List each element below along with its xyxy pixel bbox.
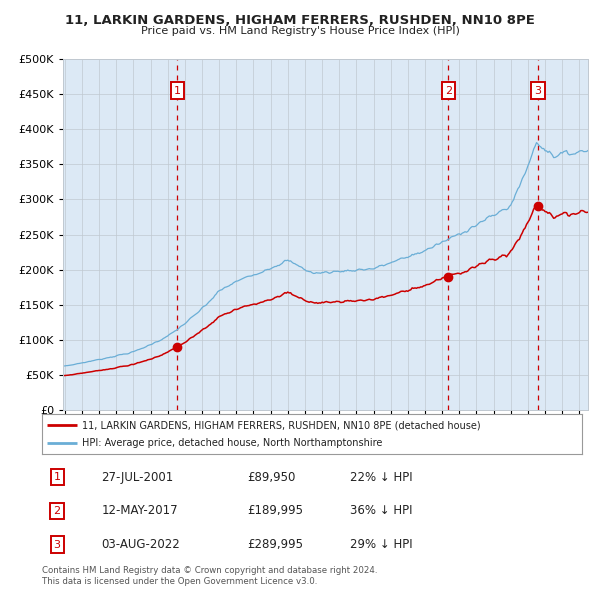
Text: 11, LARKIN GARDENS, HIGHAM FERRERS, RUSHDEN, NN10 8PE: 11, LARKIN GARDENS, HIGHAM FERRERS, RUSH…: [65, 14, 535, 27]
Text: 1: 1: [174, 86, 181, 96]
Text: 11, LARKIN GARDENS, HIGHAM FERRERS, RUSHDEN, NN10 8PE (detached house): 11, LARKIN GARDENS, HIGHAM FERRERS, RUSH…: [83, 420, 481, 430]
Text: HPI: Average price, detached house, North Northamptonshire: HPI: Average price, detached house, Nort…: [83, 438, 383, 448]
Text: Price paid vs. HM Land Registry's House Price Index (HPI): Price paid vs. HM Land Registry's House …: [140, 26, 460, 36]
Text: 2: 2: [53, 506, 61, 516]
Text: 3: 3: [535, 86, 541, 96]
Text: 36% ↓ HPI: 36% ↓ HPI: [350, 504, 412, 517]
Text: 1: 1: [53, 473, 61, 483]
Text: Contains HM Land Registry data © Crown copyright and database right 2024.
This d: Contains HM Land Registry data © Crown c…: [42, 566, 377, 586]
Text: £89,950: £89,950: [247, 471, 296, 484]
Text: 22% ↓ HPI: 22% ↓ HPI: [350, 471, 412, 484]
Text: 2: 2: [445, 86, 452, 96]
Text: £189,995: £189,995: [247, 504, 303, 517]
Text: 3: 3: [53, 539, 61, 549]
Text: £289,995: £289,995: [247, 538, 303, 551]
Text: 12-MAY-2017: 12-MAY-2017: [101, 504, 178, 517]
Text: 29% ↓ HPI: 29% ↓ HPI: [350, 538, 412, 551]
Text: 03-AUG-2022: 03-AUG-2022: [101, 538, 180, 551]
Text: 27-JUL-2001: 27-JUL-2001: [101, 471, 173, 484]
